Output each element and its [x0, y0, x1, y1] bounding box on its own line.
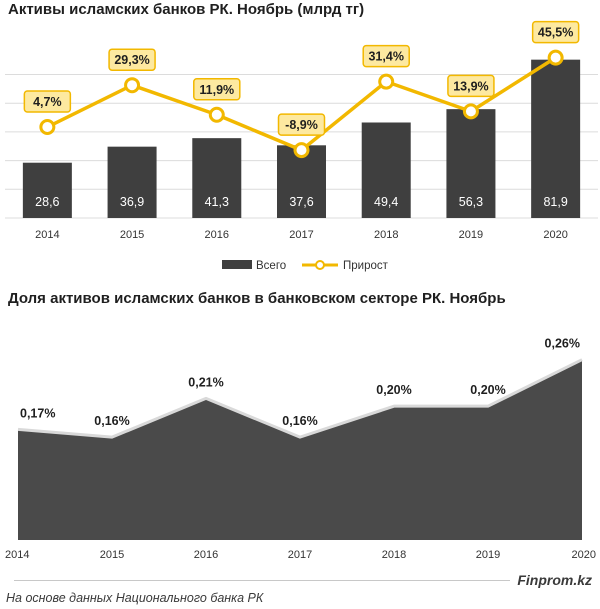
bar-value-label: 37,6 [289, 195, 313, 209]
share-chart: 0,17% 2014 0,16% 2015 0,21% 2016 0,16% 2017 0,20… [5, 337, 596, 561]
legend-swatch-bars [222, 260, 252, 269]
x-tick-label: 2014 [5, 549, 29, 561]
chart1-title: Активы исламских банков РК. Ноябрь (млрд… [8, 1, 365, 18]
share-value-label: 0,20% [470, 383, 505, 397]
growth-point [378, 73, 395, 90]
growth-value-label: 4,7% [33, 95, 62, 109]
bar [361, 122, 411, 218]
x-tick-label: 2018 [374, 229, 398, 241]
growth-label-box [23, 90, 72, 113]
x-tick-label: 2017 [289, 229, 313, 241]
share-value-label: 0,21% [188, 375, 223, 389]
bar-value-label: 41,3 [205, 195, 229, 209]
share-value-label: 0,20% [376, 383, 411, 397]
growth-value-label: 45,5% [538, 26, 573, 40]
share-area [18, 359, 582, 540]
share-area-edge [17, 358, 583, 439]
growth-label-box [108, 48, 156, 71]
growth-label-box [447, 74, 495, 98]
brand-logo: Finprom.kz [517, 572, 592, 588]
x-tick-label: 2016 [194, 549, 218, 561]
growth-value-label: 13,9% [453, 79, 488, 93]
bar-value-label: 28,6 [35, 195, 59, 209]
footer-divider [14, 580, 510, 581]
x-tick-label: 2015 [100, 549, 124, 561]
share-value-label: 0,16% [94, 414, 129, 428]
x-tick-label: 2020 [543, 229, 567, 241]
growth-value-label: 31,4% [368, 50, 403, 64]
bar [107, 146, 157, 218]
x-tick-label: 2017 [288, 549, 312, 561]
share-value-label: 0,26% [545, 337, 580, 351]
growth-label-box [277, 113, 326, 136]
growth-label-box [531, 20, 580, 44]
growth-point [124, 77, 141, 94]
share-value-label: 0,16% [282, 414, 317, 428]
growth-value-label: 11,9% [199, 83, 234, 97]
share-value-label: 0,17% [20, 406, 55, 420]
growth-point [39, 119, 56, 136]
x-tick-label: 2019 [476, 549, 500, 561]
x-tick-label: 2020 [572, 549, 596, 561]
legend-label: Прирост [343, 260, 389, 272]
chart2-title: Доля активов исламских банков в банковск… [8, 290, 506, 307]
growth-value-label: -8,9% [285, 118, 318, 132]
bar [192, 138, 242, 218]
legend-label: Всего [256, 260, 286, 272]
growth-value-label: 29,3% [114, 53, 149, 67]
bar [22, 162, 72, 218]
bar-value-label: 56,3 [459, 195, 483, 209]
bar-value-label: 49,4 [374, 195, 398, 209]
growth-point [208, 106, 225, 123]
x-tick-label: 2018 [382, 549, 406, 561]
bar-value-label: 36,9 [120, 195, 144, 209]
bar [531, 59, 581, 218]
bar [446, 109, 496, 218]
x-tick-label: 2014 [35, 229, 59, 241]
x-tick-label: 2015 [120, 229, 144, 241]
growth-point [547, 49, 564, 66]
legend-swatch-marker [315, 260, 325, 270]
growth-label-box [193, 78, 241, 101]
bar-value-label: 81,9 [543, 195, 567, 209]
x-tick-label: 2016 [205, 229, 229, 241]
source-note: На основе данных Национального банка РК [6, 591, 264, 605]
growth-label-box [362, 44, 410, 68]
assets-chart: 28,6 2014 36,9 2015 41,3 2016 37,6 2017 49,4 2018… [5, 20, 598, 272]
growth-point [462, 103, 479, 120]
x-tick-label: 2019 [459, 229, 483, 241]
growth-point [293, 142, 310, 159]
